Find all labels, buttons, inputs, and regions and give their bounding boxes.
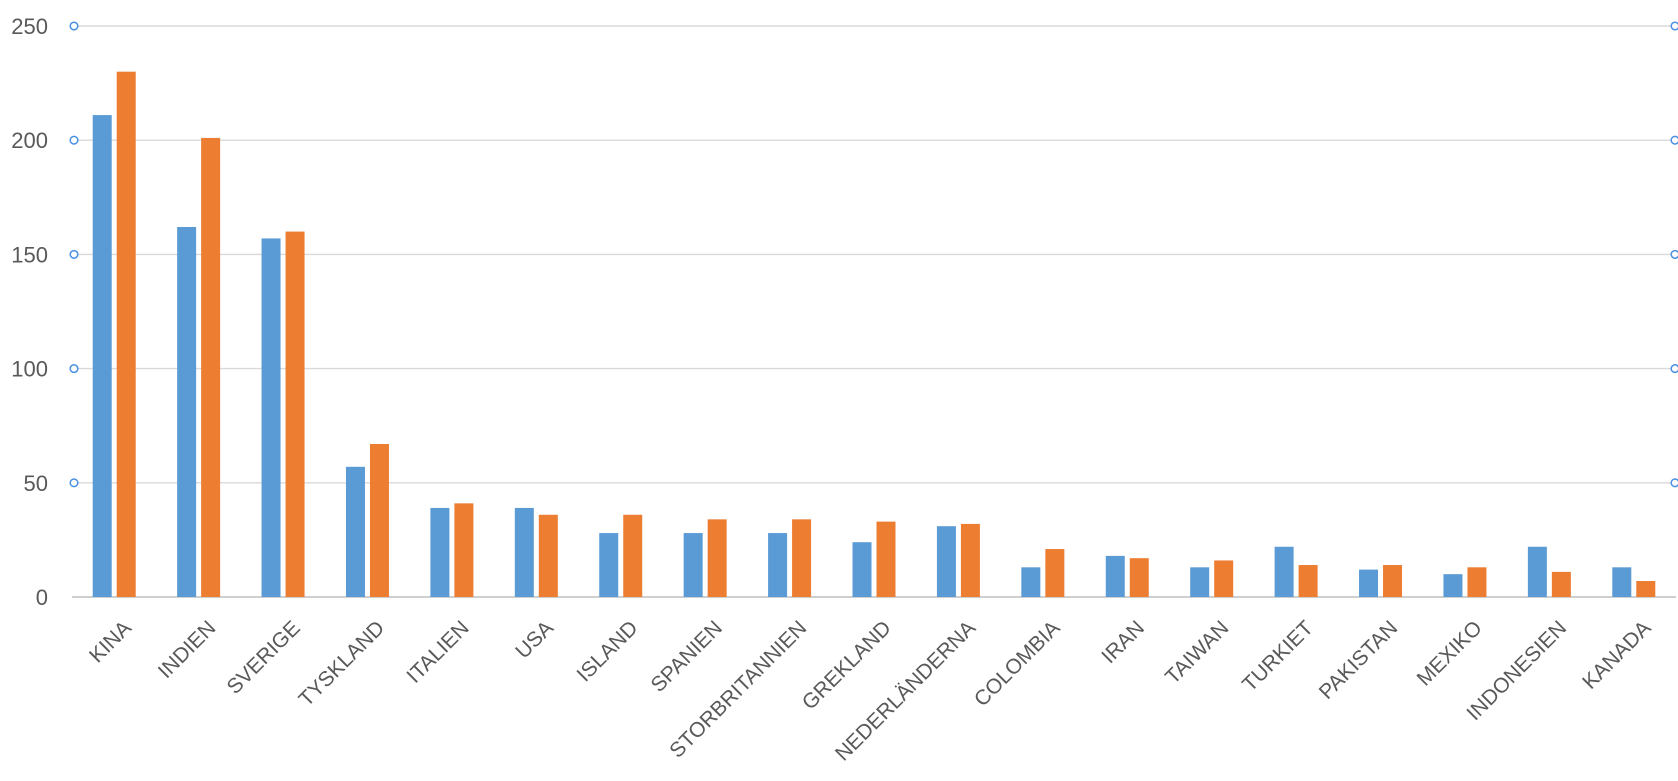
y-tick-label: 100 bbox=[11, 357, 48, 382]
bar-colombia-series-2 bbox=[1045, 549, 1065, 597]
bar-usa-series-1 bbox=[514, 507, 534, 597]
selection-handle-left[interactable] bbox=[69, 478, 79, 488]
x-tick-label-iran: IRAN bbox=[1097, 616, 1149, 668]
y-tick-label: 50 bbox=[24, 471, 48, 496]
bar-mexiko-series-1 bbox=[1443, 574, 1463, 597]
selection-handle-left[interactable] bbox=[69, 249, 79, 259]
gridlines bbox=[72, 25, 1676, 598]
bar-italien-series-2 bbox=[454, 503, 474, 597]
bar-kanada-series-2 bbox=[1636, 581, 1656, 597]
bar-nederlanderna-series-1 bbox=[936, 526, 956, 597]
bar-grekland-series-2 bbox=[876, 521, 896, 597]
bar-italien-series-1 bbox=[430, 507, 450, 597]
x-tick-label-pakistan: PAKISTAN bbox=[1315, 616, 1403, 704]
bar-tyskland-series-1 bbox=[345, 466, 365, 597]
bar-island-series-2 bbox=[623, 514, 643, 597]
bar-pakistan-series-2 bbox=[1383, 565, 1403, 597]
x-tick-label-island: ISLAND bbox=[573, 616, 643, 686]
bar-sverige-series-2 bbox=[285, 231, 305, 597]
bar-indien-series-1 bbox=[177, 226, 197, 597]
bar-pakistan-series-1 bbox=[1359, 569, 1379, 597]
x-tick-label-mexiko: MEXIKO bbox=[1413, 616, 1487, 690]
selection-handle-right[interactable] bbox=[1670, 21, 1678, 31]
x-tick-label-usa: USA bbox=[511, 616, 558, 663]
selection-handle-right[interactable] bbox=[1670, 135, 1678, 145]
bar-tyskland-series-2 bbox=[369, 443, 389, 597]
x-tick-label-kina: KINA bbox=[85, 616, 136, 667]
bar-iran-series-1 bbox=[1105, 555, 1125, 597]
x-tick-label-italien: ITALIEN bbox=[402, 616, 473, 687]
selection-handle-right[interactable] bbox=[1670, 478, 1678, 488]
bars bbox=[92, 71, 1656, 598]
bar-nederlanderna-series-2 bbox=[960, 523, 980, 597]
y-tick-label: 250 bbox=[11, 14, 48, 39]
x-tick-label-storbritannien: STORBRITANNIEN bbox=[665, 616, 811, 762]
x-tick-label-taiwan: TAIWAN bbox=[1161, 616, 1233, 688]
y-tick-label: 200 bbox=[11, 128, 48, 153]
x-tick-label-tyskland: TYSKLAND bbox=[295, 616, 390, 711]
bar-colombia-series-1 bbox=[1021, 567, 1041, 597]
bar-spanien-series-2 bbox=[707, 519, 727, 597]
bar-usa-series-2 bbox=[538, 514, 558, 597]
selection-handle-left[interactable] bbox=[69, 364, 79, 374]
y-tick-label: 150 bbox=[11, 242, 48, 267]
bar-turkiet-series-1 bbox=[1274, 546, 1294, 597]
bar-turkiet-series-2 bbox=[1298, 565, 1318, 597]
bar-kina-series-2 bbox=[116, 71, 136, 598]
bar-indonesien-series-1 bbox=[1527, 546, 1547, 597]
x-tick-label-indien: INDIEN bbox=[154, 616, 221, 683]
bar-indonesien-series-2 bbox=[1551, 571, 1571, 597]
selection-handle-right[interactable] bbox=[1670, 364, 1678, 374]
bar-taiwan-series-2 bbox=[1214, 560, 1234, 597]
selection-handles[interactable] bbox=[69, 21, 1678, 488]
bar-storbritannien-series-2 bbox=[792, 519, 812, 597]
x-tick-label-colombia: COLOMBIA bbox=[970, 616, 1065, 711]
bar-mexiko-series-2 bbox=[1467, 567, 1487, 597]
selection-handle-right[interactable] bbox=[1670, 249, 1678, 259]
bar-iran-series-2 bbox=[1129, 558, 1149, 597]
y-tick-label: 0 bbox=[36, 585, 48, 610]
bar-storbritannien-series-1 bbox=[768, 533, 788, 597]
x-tick-label-nederlanderna: NEDERLÄNDERNA bbox=[831, 616, 980, 765]
bar-spanien-series-1 bbox=[683, 533, 703, 597]
x-tick-label-sverige: SVERIGE bbox=[222, 616, 304, 698]
bar-kina-series-1 bbox=[92, 115, 112, 598]
bar-indien-series-2 bbox=[201, 137, 221, 597]
x-tick-label-kanada: KANADA bbox=[1578, 616, 1655, 693]
bar-taiwan-series-1 bbox=[1190, 567, 1210, 597]
bar-sverige-series-1 bbox=[261, 238, 281, 598]
bar-kanada-series-1 bbox=[1612, 567, 1632, 597]
x-tick-label-turkiet: TURKIET bbox=[1238, 616, 1318, 696]
y-axis-ticks: 0 50 100 150 200 250 bbox=[11, 14, 48, 610]
selection-handle-left[interactable] bbox=[69, 135, 79, 145]
bar-island-series-1 bbox=[599, 533, 619, 597]
bar-grekland-series-1 bbox=[852, 542, 872, 597]
x-tick-label-spanien: SPANIEN bbox=[647, 616, 727, 696]
selection-handle-left[interactable] bbox=[69, 21, 79, 31]
